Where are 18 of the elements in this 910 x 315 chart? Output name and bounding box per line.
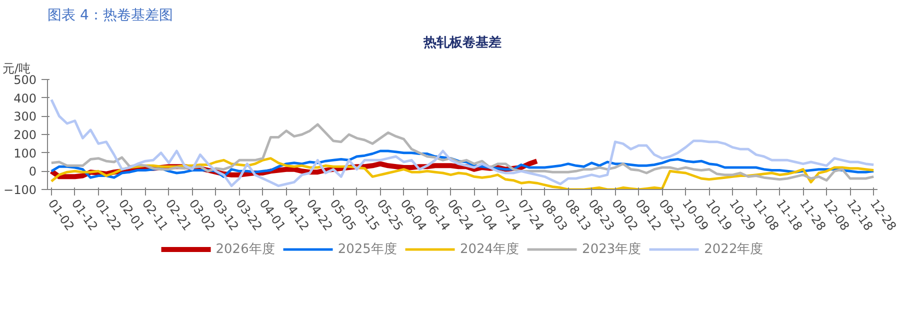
line-series (50, 98, 875, 188)
legend-label: 2026年度 (216, 241, 275, 258)
line-series (50, 157, 875, 190)
legend-label: 2022年度 (704, 241, 764, 258)
line-series (50, 123, 875, 182)
legend-label: 2023年度 (582, 241, 642, 258)
y-axis-title: 元/吨 (2, 62, 31, 76)
y-tick-label: 0 (28, 164, 37, 179)
legend-label: 2025年度 (338, 241, 397, 258)
chart-title: 图表 4：热卷基差图 (48, 8, 173, 24)
y-tick-label: 300 (14, 110, 36, 124)
y-tick-label: 400 (14, 91, 36, 106)
chart-subtitle: 热轧板卷基差 (422, 36, 502, 50)
y-tick-label: −100 (4, 183, 37, 197)
y-tick-label: 100 (14, 146, 36, 160)
y-tick-label: 200 (14, 128, 36, 142)
y-tick-label: 500 (14, 73, 36, 87)
legend-label: 2024年度 (460, 241, 520, 258)
